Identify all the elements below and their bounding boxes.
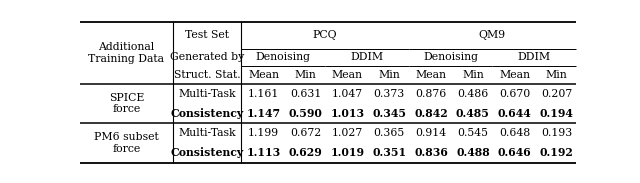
Text: 0.672: 0.672 bbox=[290, 128, 321, 138]
Text: 0.485: 0.485 bbox=[456, 108, 490, 119]
Text: Denoising: Denoising bbox=[256, 52, 310, 62]
Text: 0.488: 0.488 bbox=[456, 147, 490, 158]
Text: PCQ: PCQ bbox=[313, 30, 337, 40]
Text: 0.590: 0.590 bbox=[289, 108, 323, 119]
Text: 1.019: 1.019 bbox=[330, 147, 364, 158]
Text: Consistency: Consistency bbox=[170, 147, 244, 158]
Text: Multi-Task: Multi-Task bbox=[178, 128, 236, 138]
Text: 0.193: 0.193 bbox=[541, 128, 572, 138]
Text: 1.161: 1.161 bbox=[248, 89, 280, 99]
Text: 1.027: 1.027 bbox=[332, 128, 363, 138]
Text: 0.351: 0.351 bbox=[372, 147, 406, 158]
Text: Denoising: Denoising bbox=[423, 52, 478, 62]
Text: Generated by: Generated by bbox=[170, 52, 244, 62]
Text: Mean: Mean bbox=[248, 70, 279, 80]
Text: 1.047: 1.047 bbox=[332, 89, 363, 99]
Text: 0.192: 0.192 bbox=[540, 147, 573, 158]
Text: PM6 subset
force: PM6 subset force bbox=[94, 132, 159, 154]
Text: 0.646: 0.646 bbox=[498, 147, 532, 158]
Text: Additional
Training Data: Additional Training Data bbox=[88, 42, 164, 64]
Text: Consistency: Consistency bbox=[170, 108, 244, 119]
Text: 0.914: 0.914 bbox=[415, 128, 447, 138]
Text: Struct. Stat.: Struct. Stat. bbox=[173, 70, 240, 80]
Text: 0.373: 0.373 bbox=[374, 89, 405, 99]
Text: 0.842: 0.842 bbox=[414, 108, 448, 119]
Text: SPICE
force: SPICE force bbox=[109, 93, 144, 114]
Text: 0.194: 0.194 bbox=[540, 108, 573, 119]
Text: 1.199: 1.199 bbox=[248, 128, 279, 138]
Text: 0.670: 0.670 bbox=[499, 89, 531, 99]
Text: 1.147: 1.147 bbox=[246, 108, 281, 119]
Text: 0.365: 0.365 bbox=[374, 128, 405, 138]
Text: Mean: Mean bbox=[332, 70, 363, 80]
Text: 0.207: 0.207 bbox=[541, 89, 572, 99]
Text: 1.013: 1.013 bbox=[330, 108, 365, 119]
Text: 0.648: 0.648 bbox=[499, 128, 531, 138]
Text: 0.486: 0.486 bbox=[458, 89, 488, 99]
Text: 0.629: 0.629 bbox=[289, 147, 323, 158]
Text: 1.113: 1.113 bbox=[246, 147, 281, 158]
Text: Mean: Mean bbox=[415, 70, 447, 80]
Text: DDIM: DDIM bbox=[350, 52, 383, 62]
Text: 0.644: 0.644 bbox=[498, 108, 532, 119]
Text: Min: Min bbox=[294, 70, 316, 80]
Text: 0.345: 0.345 bbox=[372, 108, 406, 119]
Text: Min: Min bbox=[462, 70, 484, 80]
Text: 0.836: 0.836 bbox=[414, 147, 448, 158]
Text: Min: Min bbox=[378, 70, 400, 80]
Text: Mean: Mean bbox=[499, 70, 531, 80]
Text: Multi-Task: Multi-Task bbox=[178, 89, 236, 99]
Text: 0.545: 0.545 bbox=[458, 128, 488, 138]
Text: 0.631: 0.631 bbox=[290, 89, 321, 99]
Text: Min: Min bbox=[546, 70, 568, 80]
Text: 0.876: 0.876 bbox=[415, 89, 447, 99]
Text: Test Set: Test Set bbox=[185, 30, 229, 40]
Text: DDIM: DDIM bbox=[518, 52, 551, 62]
Text: QM9: QM9 bbox=[479, 30, 506, 40]
